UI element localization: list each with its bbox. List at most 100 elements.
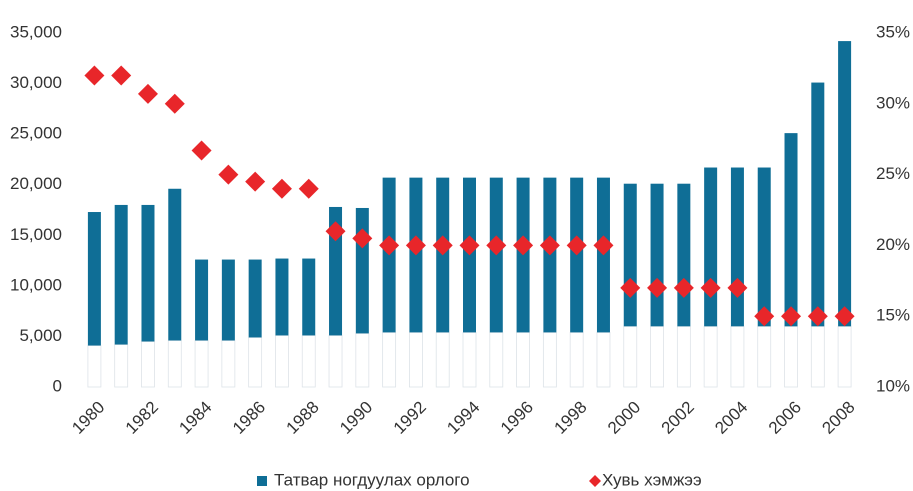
bar-segment (676, 325, 691, 388)
rate-marker (781, 306, 802, 327)
rate-marker (486, 235, 507, 256)
bar-segment (275, 258, 289, 336)
bar-segment (623, 183, 637, 327)
bar-segment (114, 204, 128, 345)
y-tick-label: 5,000 (19, 326, 62, 345)
y2-tick-label: 20% (876, 235, 910, 254)
bar-segment (596, 331, 611, 388)
rate-marker (459, 235, 480, 256)
x-tick-label: 2004 (711, 398, 751, 438)
bar-segment (757, 167, 771, 327)
rate-marker (271, 178, 292, 199)
bar-segment (569, 331, 584, 388)
bar-segment (275, 335, 289, 388)
rate-marker (325, 221, 346, 242)
bar-segment (784, 325, 798, 388)
bar-segment (195, 259, 209, 341)
y-tick-label: 30,000 (10, 73, 62, 92)
bar-segment (87, 212, 101, 346)
x-tick-label: 2006 (765, 398, 805, 438)
bar-segment (355, 332, 370, 388)
bar-segment (704, 167, 718, 327)
x-tick-label: 2008 (818, 398, 858, 438)
x-tick-label: 1994 (443, 398, 483, 438)
bar-segment (623, 325, 638, 388)
x-tick-label: 1984 (175, 398, 215, 438)
bar-segment (730, 325, 745, 388)
rate-marker (405, 235, 426, 256)
rate-marker (647, 277, 668, 298)
bar-segment (650, 325, 664, 388)
y-tick-label: 15,000 (10, 225, 62, 244)
bar-segment (516, 331, 530, 388)
y2-tick-label: 30% (876, 93, 910, 112)
bar-segment (542, 331, 557, 388)
x-tick-label: 2002 (658, 398, 698, 438)
bar-segment (730, 167, 744, 327)
bar-segment (837, 325, 852, 388)
x-tick-label: 2000 (604, 398, 644, 438)
bar-segment (355, 207, 369, 334)
x-tick-label: 1982 (122, 398, 162, 438)
x-tick-label: 1998 (550, 398, 590, 438)
bar-segment (489, 331, 504, 388)
rate-marker (807, 306, 828, 327)
x-tick-label: 1980 (68, 398, 108, 438)
rate-marker (84, 65, 105, 86)
rate-marker (352, 228, 373, 249)
rate-marker (137, 83, 158, 104)
bar-segment (811, 82, 825, 327)
bar-segment (301, 335, 316, 388)
rate-marker (539, 235, 560, 256)
x-tick-label: 1996 (497, 398, 537, 438)
bar-segment (784, 133, 798, 327)
bar-segment (194, 340, 209, 388)
bar-segment (650, 183, 664, 327)
bar-segment (221, 259, 235, 341)
bar-segment (810, 325, 825, 388)
rate-marker (834, 306, 855, 327)
rate-marker (218, 164, 239, 185)
rate-marker (593, 235, 614, 256)
bar-segment (838, 41, 852, 327)
bar-segment (167, 340, 182, 388)
x-tick-label: 1986 (229, 398, 269, 438)
bar-segment (114, 344, 129, 388)
rate-marker (432, 235, 453, 256)
legend-label: Татвар ногдуулах орлого (274, 470, 470, 489)
y2-tick-label: 25% (876, 164, 910, 183)
rate-marker (620, 277, 641, 298)
legend-label: Хувь хэмжээ (602, 470, 702, 489)
rate-marker (513, 235, 534, 256)
rate-marker (379, 235, 400, 256)
y-tick-label: 20,000 (10, 174, 62, 193)
legend-swatch (257, 476, 267, 486)
bar-segment (703, 325, 718, 388)
bar-segment (382, 331, 397, 388)
rate-marker (245, 171, 266, 192)
bar-segment (248, 259, 262, 338)
rate-marker (111, 65, 132, 86)
bar-segment (168, 188, 182, 341)
bar-segment (141, 341, 155, 388)
bar-segment (248, 337, 263, 388)
y2-tick-label: 10% (876, 376, 910, 395)
y2-tick-label: 15% (876, 306, 910, 325)
rate-marker (673, 277, 694, 298)
bar-segment (329, 206, 343, 336)
bar-segment (462, 331, 477, 388)
x-tick-label: 1990 (336, 398, 376, 438)
bar-segment (677, 183, 691, 327)
y2-tick-label: 35% (876, 22, 910, 41)
y-tick-label: 25,000 (10, 124, 62, 143)
bar-segment (435, 331, 450, 388)
rate-marker (191, 140, 212, 161)
bar-segment (302, 258, 316, 336)
rate-marker (754, 306, 775, 327)
y-tick-label: 0 (53, 376, 62, 395)
rate-marker (164, 93, 185, 114)
rate-marker (566, 235, 587, 256)
bar-segment (757, 325, 772, 388)
bar-segment (221, 340, 236, 388)
